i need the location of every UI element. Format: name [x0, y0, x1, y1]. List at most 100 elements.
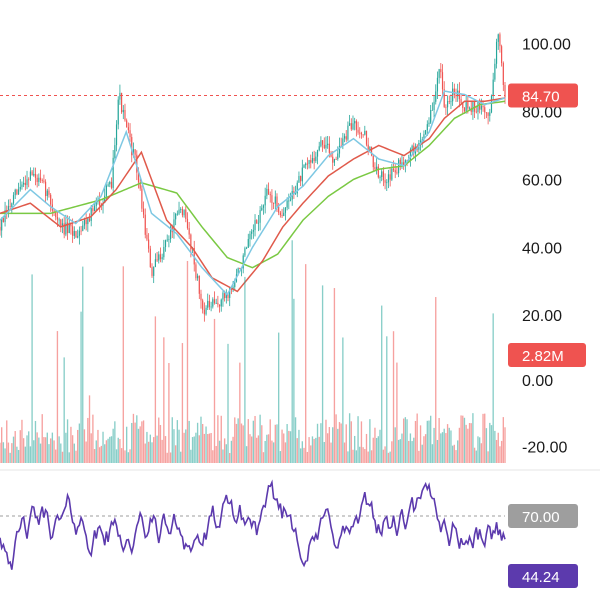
candle-body — [2, 217, 4, 223]
volume-bar — [28, 431, 30, 463]
candle-body — [325, 144, 327, 149]
candle-body — [475, 111, 477, 113]
volume-bar — [320, 423, 322, 463]
candle-body — [288, 200, 290, 202]
volume-bar — [4, 448, 6, 463]
volume-bar — [46, 432, 48, 463]
volume-bar — [252, 420, 255, 463]
volume-bar — [178, 429, 180, 463]
volume-bar — [382, 449, 385, 463]
candle-body — [426, 124, 428, 131]
volume-bar — [374, 427, 376, 463]
volume-bar — [39, 443, 42, 463]
volume-bar — [467, 428, 469, 463]
candle-body — [330, 152, 332, 157]
volume-bar — [222, 449, 224, 463]
candle-body — [21, 184, 23, 187]
candle-body — [190, 234, 192, 250]
candle-body — [468, 107, 471, 109]
volume-bar — [78, 423, 81, 463]
candle-body — [43, 180, 45, 182]
candle-body — [489, 112, 491, 116]
volume-bar — [445, 433, 447, 463]
candle-body — [207, 300, 209, 308]
candle-body — [220, 299, 222, 307]
candle-body — [384, 180, 386, 183]
current-price-badge — [508, 83, 578, 108]
volume-bar — [127, 452, 130, 463]
candle-body — [365, 130, 368, 145]
volume-bar — [294, 417, 297, 463]
volume-bar — [24, 446, 27, 463]
candle-body — [61, 223, 64, 226]
volume-bar — [352, 449, 354, 463]
volume-bar — [313, 438, 315, 463]
volume-bar — [386, 336, 388, 463]
volume-bar — [198, 435, 200, 463]
candle-body — [19, 186, 21, 190]
volume-bar — [141, 421, 143, 463]
volume-pane[interactable] — [0, 240, 506, 463]
candle-body — [266, 188, 268, 196]
volume-bar — [14, 431, 16, 463]
volume-bar — [36, 432, 38, 463]
volume-bar — [326, 433, 329, 463]
volume-bar — [306, 451, 309, 463]
candle-body — [262, 205, 265, 208]
volume-bar — [418, 450, 420, 463]
price-pane[interactable] — [0, 32, 506, 322]
volume-bar — [107, 438, 109, 463]
candle-body — [9, 206, 11, 207]
candle-body — [391, 168, 393, 180]
candle-body — [90, 208, 92, 221]
volume-bar — [186, 260, 189, 463]
volume-bar — [220, 415, 222, 463]
candle-body — [124, 109, 126, 121]
volume-bar — [232, 436, 234, 463]
candle-body — [166, 239, 168, 241]
candle-body — [497, 34, 499, 42]
candle-body — [465, 101, 467, 112]
volume-bar — [345, 424, 347, 463]
volume-bar — [266, 434, 268, 463]
volume-bar — [475, 450, 477, 463]
candle-body — [349, 123, 351, 126]
candle-body — [376, 166, 378, 170]
volume-bar — [256, 437, 258, 463]
candle-body — [65, 222, 67, 235]
volume-bar — [413, 437, 415, 463]
volume-bar — [451, 445, 454, 463]
volume-bar — [92, 414, 94, 463]
volume-bar — [212, 450, 214, 463]
volume-bar — [168, 363, 170, 463]
candle-body — [396, 172, 398, 174]
volume-bar — [492, 313, 494, 463]
candle-body — [423, 134, 425, 140]
volume-bar — [354, 435, 356, 463]
volume-bar — [63, 357, 65, 463]
volume-bar — [1, 427, 3, 463]
candle-body — [445, 106, 447, 108]
candle-body — [210, 306, 212, 308]
oscillator-pane[interactable] — [0, 479, 506, 570]
candle-body — [369, 146, 371, 150]
volume-bar — [22, 438, 25, 463]
candle-body — [370, 146, 373, 156]
volume-bar — [195, 432, 197, 463]
candle-body — [178, 209, 180, 214]
candle-body — [48, 190, 50, 195]
ma-mid-line — [0, 97, 506, 293]
candle-body — [183, 209, 185, 216]
volume-bar — [441, 432, 444, 463]
volume-bar — [310, 445, 312, 463]
candle-body — [425, 130, 427, 135]
candle-body — [446, 101, 449, 108]
candle-body — [374, 167, 376, 170]
volume-bar — [38, 437, 40, 463]
candle-body — [428, 122, 430, 125]
volume-bar — [359, 446, 361, 463]
candle-body — [39, 177, 42, 181]
candle-body — [110, 181, 113, 188]
volume-bar — [472, 413, 474, 463]
